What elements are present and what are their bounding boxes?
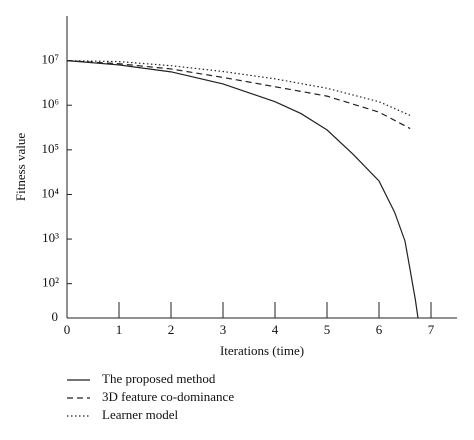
x-tick-label: 4 bbox=[272, 322, 279, 337]
x-tick-label: 3 bbox=[220, 322, 227, 337]
x-tick-label: 5 bbox=[324, 322, 331, 337]
y-tick-label: 10⁶ bbox=[41, 96, 59, 111]
y-tick-label: 10⁴ bbox=[41, 185, 59, 200]
series-line bbox=[66, 60, 411, 116]
x-tick-label: 1 bbox=[116, 322, 123, 337]
x-tick-label: 0 bbox=[64, 322, 71, 337]
x-tick-label: 6 bbox=[376, 322, 383, 337]
y-tick-label: 10² bbox=[42, 275, 59, 290]
y-tick-label: 10⁷ bbox=[41, 52, 59, 67]
series-line bbox=[66, 60, 411, 130]
y-axis-label: Fitness value bbox=[13, 133, 28, 201]
y-origin-label: 0 bbox=[52, 309, 59, 324]
legend-label: Learner model bbox=[102, 407, 179, 422]
y-tick-label: 10³ bbox=[42, 230, 59, 245]
legend-label: 3D feature co-dominance bbox=[102, 389, 234, 404]
x-tick-label: 2 bbox=[168, 322, 175, 337]
x-tick-label: 7 bbox=[428, 322, 435, 337]
y-tick-label: 10⁵ bbox=[41, 141, 59, 156]
series-line bbox=[66, 60, 419, 319]
x-axis-label: Iterations (time) bbox=[220, 343, 304, 358]
legend-label: The proposed method bbox=[102, 371, 216, 386]
